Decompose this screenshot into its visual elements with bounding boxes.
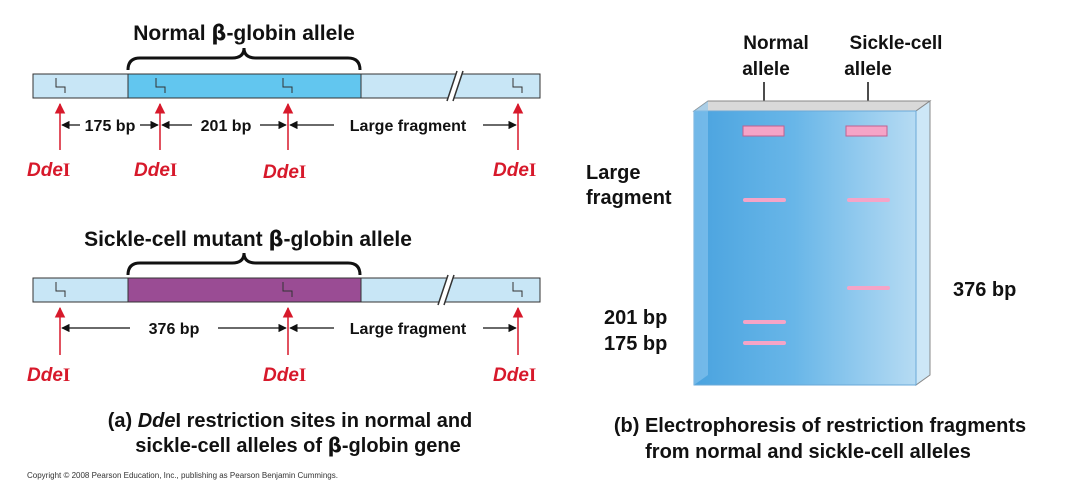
copyright-text: Copyright © 2008 Pearson Education, Inc.… — [27, 471, 338, 480]
band-175-label: 175 bp — [604, 333, 667, 355]
mutant-break-mark — [437, 274, 455, 306]
sickle-well — [845, 125, 888, 137]
gel-side-edge — [915, 100, 931, 386]
normal-allele-title: Normal β-globin allele — [133, 21, 355, 45]
mutant-flank-right — [360, 277, 541, 303]
normal-201-band — [743, 320, 786, 324]
normal-flank-left — [32, 73, 129, 99]
dde-label: DdeI — [493, 160, 536, 181]
normal-dde-arrows — [54, 102, 524, 150]
normal-gene-region — [127, 73, 362, 99]
dde-label: DdeI — [263, 162, 306, 183]
mutant-gene-brace — [126, 252, 362, 276]
fragment-376-label: 376 bp — [149, 321, 200, 338]
dde-label: DdeI — [263, 365, 306, 386]
normal-break-mark — [446, 70, 464, 102]
mutant-allele-diagram: Sickle-cell mutant β-globin allele 376 b… — [27, 227, 541, 386]
gel-panel: Normal allele Sickle-cell allele Large f… — [586, 33, 1016, 386]
mutant-dde-arrows — [54, 306, 524, 355]
mutant-allele-title: Sickle-cell mutant β-globin allele — [84, 227, 412, 251]
mutant-gene-region — [127, 277, 362, 303]
normal-lane-label-2: allele — [742, 59, 790, 80]
caption-b-line1: (b) Electrophoresis of restriction fragm… — [614, 415, 1026, 437]
caption-b-line2: from normal and sickle-cell alleles — [645, 441, 971, 463]
dde-label: DdeI — [27, 365, 70, 386]
normal-large-band — [743, 198, 786, 202]
sickle-376-band — [847, 286, 890, 290]
band-201-label: 201 bp — [604, 307, 667, 329]
normal-175-band — [743, 341, 786, 345]
gel-bands — [743, 198, 890, 345]
normal-lane-label-1: Normal — [743, 33, 808, 54]
normal-cut-steps — [55, 78, 523, 93]
caption-a-line2: sickle-cell alleles of β-globin gene — [135, 433, 461, 457]
large-fragment-label-1: Large — [586, 162, 640, 184]
caption-a-line1: (a) DdeI restriction sites in normal and — [108, 410, 473, 432]
mutant-large-fragment-label: Large fragment — [350, 321, 467, 338]
sickle-large-band — [847, 198, 890, 202]
fragment-201-label: 201 bp — [201, 118, 252, 135]
sickle-lane-label-1: Sickle-cell — [850, 33, 943, 54]
sickle-lane-label-2: allele — [844, 59, 892, 80]
normal-gene-brace — [126, 47, 362, 71]
dde-label: DdeI — [493, 365, 536, 386]
normal-large-fragment-label: Large fragment — [350, 118, 467, 135]
large-fragment-label-2: fragment — [586, 187, 672, 209]
gel-body — [693, 110, 917, 386]
mutant-flank-left — [32, 277, 129, 303]
mutant-cut-steps — [55, 282, 523, 297]
fragment-175-label: 175 bp — [85, 118, 136, 135]
gel-top-edge — [692, 100, 932, 112]
normal-well — [742, 125, 785, 137]
dde-label: DdeI — [27, 160, 70, 181]
dde-label: DdeI — [134, 160, 177, 181]
gel-left-rim — [694, 101, 708, 385]
band-376-label: 376 bp — [953, 279, 1016, 301]
normal-allele-diagram: Normal β-globin allele — [27, 21, 541, 183]
